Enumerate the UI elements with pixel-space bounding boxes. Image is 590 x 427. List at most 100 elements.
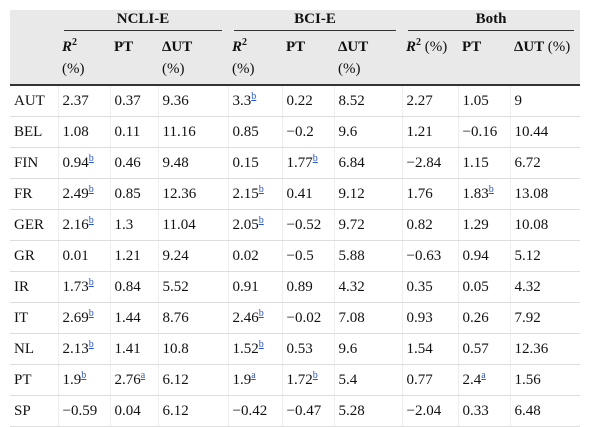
cell-value: 1.15 <box>462 154 489 171</box>
row-label: FR <box>10 178 58 210</box>
cell: −0.16 <box>457 116 511 148</box>
cell-value: −0.02 <box>286 309 322 326</box>
column-label: PT <box>286 39 306 55</box>
cell: 2.15b <box>227 178 283 210</box>
footnote-link[interactable]: b <box>258 183 264 195</box>
row-label-text: PT <box>14 371 32 388</box>
footnote-link[interactable]: b <box>81 369 87 381</box>
cell-value: 13.08 <box>514 185 549 202</box>
cell-value: 0.22 <box>286 92 313 109</box>
cell-value: −0.47 <box>286 402 322 419</box>
cell-value: 1.73 <box>62 278 89 295</box>
column-superscript: 2 <box>72 37 78 48</box>
footnote-ref: b <box>89 184 94 195</box>
cell-value: −2.84 <box>406 154 442 171</box>
footnote-link[interactable]: b <box>88 183 94 195</box>
cell: 1.76 <box>401 178 459 210</box>
cell-value: 0.01 <box>62 247 89 264</box>
column-header: R2 (%) <box>58 32 110 86</box>
cell: 9.6 <box>333 333 403 365</box>
cell-value: 8.76 <box>162 309 189 326</box>
cell-value: 6.12 <box>162 371 189 388</box>
footnote-ref: b <box>259 339 264 350</box>
cell-value: 5.4 <box>338 371 358 388</box>
footnote-link[interactable]: b <box>258 338 264 350</box>
cell-value: −0.63 <box>406 247 442 264</box>
cell-value: 0.85 <box>232 123 259 140</box>
cell-value: 0.33 <box>462 402 489 419</box>
footnote-link[interactable]: b <box>88 338 94 350</box>
cell-value: 1.77 <box>286 154 313 171</box>
cell: 0.26 <box>457 302 511 334</box>
cell: 0.11 <box>109 116 158 148</box>
cell: 9.12 <box>333 178 403 210</box>
corner <box>10 10 58 32</box>
cell: 0.22 <box>281 85 335 117</box>
cell: 0.41 <box>281 178 335 210</box>
cell: 1.21 <box>109 240 158 272</box>
row-label: PT <box>10 364 58 396</box>
cell: 2.46b <box>227 302 283 334</box>
row-label: AUT <box>10 85 58 117</box>
cell-value: −0.5 <box>286 247 314 264</box>
footnote-link[interactable]: a <box>251 369 256 381</box>
cell: −0.02 <box>281 302 335 334</box>
cell-value: 0.41 <box>286 185 313 202</box>
cell-value: 11.04 <box>162 216 196 233</box>
footnote-link[interactable]: b <box>312 369 318 381</box>
footnote-link[interactable]: b <box>88 307 94 319</box>
cell-value: 0.93 <box>406 309 433 326</box>
column-header: PT <box>282 32 335 86</box>
cell: 2.76a <box>109 364 158 396</box>
cell: 8.76 <box>157 302 229 334</box>
cell: 5.28 <box>333 395 403 427</box>
cell: 6.72 <box>509 147 581 179</box>
cell-value: 2.49 <box>62 185 89 202</box>
cell: 5.12 <box>509 240 581 272</box>
cell: −0.2 <box>281 116 335 148</box>
cell-value: −0.16 <box>462 123 498 140</box>
cell: 1.72b <box>281 364 335 396</box>
footnote-link[interactable]: b <box>312 152 318 164</box>
cell-value: 12.36 <box>162 185 197 202</box>
cell: 0.85 <box>109 178 158 210</box>
footnote-link[interactable]: b <box>258 214 264 226</box>
column-superscript: 2 <box>242 37 248 48</box>
cell: 5.4 <box>333 364 403 396</box>
column-label: ΔUT <box>338 39 369 55</box>
footnote-ref: b <box>89 277 94 288</box>
cell-value: 0.04 <box>114 402 141 419</box>
footnote-link[interactable]: b <box>88 214 94 226</box>
footnote-ref: a <box>251 370 255 381</box>
footnote-link[interactable]: b <box>88 152 94 164</box>
table-row: IR 1.73b 0.84 5.52 0.91 0.89 4.32 0.35 0.05 4.32 <box>10 271 581 303</box>
cell-value: 9.12 <box>338 185 365 202</box>
footnote-ref: b <box>313 153 318 164</box>
footnote-link[interactable]: a <box>140 369 146 381</box>
column-superscript: 2 <box>416 37 422 48</box>
cell-value: −2.04 <box>406 402 442 419</box>
column-header: PT <box>110 32 158 86</box>
footnote-link[interactable]: b <box>258 307 264 319</box>
cell: 0.85 <box>227 116 283 148</box>
cell-value: 10.8 <box>162 340 189 357</box>
group-label: NCLI-E <box>64 11 223 31</box>
cell: 9.24 <box>157 240 229 272</box>
cell-value: 0.85 <box>114 185 141 202</box>
cell: 11.04 <box>157 209 229 241</box>
cell-value: 1.21 <box>406 123 433 140</box>
table-header: NCLI-E BCI-E Both R2 (%) PT ΔUT (%) R2 (%) PT ΔUT(… <box>10 10 581 86</box>
footnote-link[interactable]: b <box>251 90 257 102</box>
footnote-link[interactable]: b <box>88 276 94 288</box>
footnote-link[interactable]: b <box>488 183 494 195</box>
group-label: BCI-E <box>234 11 397 31</box>
cell-value: 0.15 <box>232 154 259 171</box>
column-unit: (%) <box>62 61 85 77</box>
cell: 2.13b <box>57 333 110 365</box>
cell: 0.35 <box>401 271 459 303</box>
cell-value: 1.44 <box>114 309 141 326</box>
footnote-link[interactable]: a <box>481 369 486 381</box>
table-body: AUT 2.37 0.37 9.36 3.3b 0.22 8.52 2.27 1.05 9 BEL 1… <box>10 85 581 427</box>
cell-value: 0.77 <box>406 371 433 388</box>
footnote-ref: a <box>141 370 145 381</box>
